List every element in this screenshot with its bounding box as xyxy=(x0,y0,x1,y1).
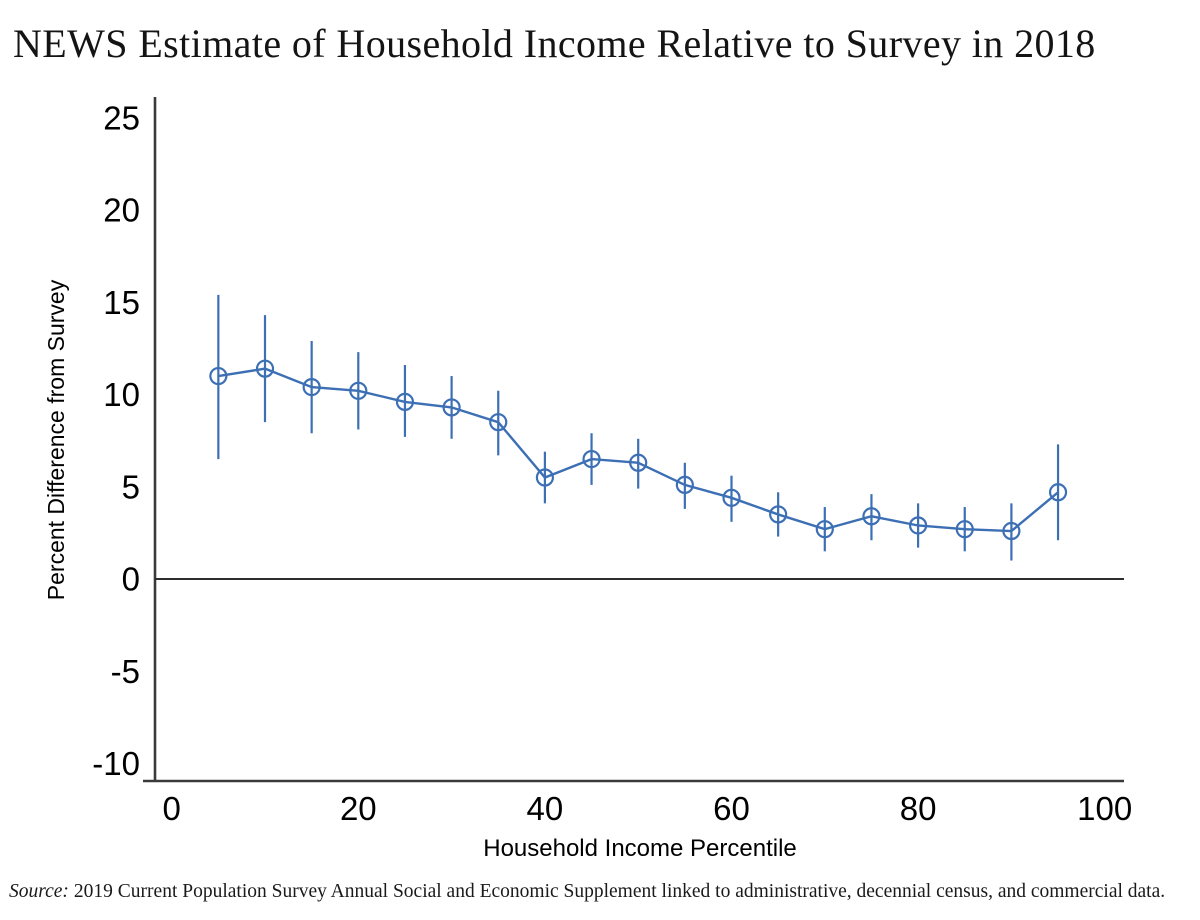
y-tick-label: 20 xyxy=(103,192,140,229)
source-text: 2019 Current Population Survey Annual So… xyxy=(73,881,1166,902)
y-tick-label: 15 xyxy=(103,284,140,321)
data-point-marker xyxy=(535,468,555,487)
y-tick-label: -5 xyxy=(111,653,140,690)
y-tick-label: 10 xyxy=(103,376,140,413)
data-point-marker xyxy=(395,392,415,411)
data-point-marker xyxy=(302,378,321,397)
data-point-marker xyxy=(769,505,788,524)
data-point-marker xyxy=(582,449,601,469)
series-line xyxy=(218,367,1059,533)
data-point-marker xyxy=(255,359,275,378)
x-tick-label: 60 xyxy=(713,790,750,827)
x-tick-label: 0 xyxy=(163,790,181,827)
data-point-marker xyxy=(489,413,508,432)
chart-title: NEWS Estimate of Household Income Relati… xyxy=(13,21,1096,66)
y-axis-title: Percent Difference from Survey xyxy=(43,279,69,600)
data-point-marker xyxy=(815,520,834,539)
y-tick-label: 5 xyxy=(122,468,140,505)
data-point-marker xyxy=(955,520,974,539)
x-axis-title: Household Income Percentile xyxy=(483,835,797,862)
x-tick-label: 80 xyxy=(900,790,937,827)
x-axis-tick-labels: 0 20 40 60 80 100 xyxy=(163,790,1133,827)
confidence-interval-bars xyxy=(217,294,1060,561)
data-point-marker xyxy=(675,475,694,495)
data-point-marker xyxy=(1048,483,1068,502)
y-axis-tick-labels: 25 20 15 10 5 0 -5 -10 xyxy=(92,99,140,782)
x-tick-label: 40 xyxy=(527,790,564,827)
data-point-marker xyxy=(629,453,648,472)
data-point-marker xyxy=(349,381,368,400)
data-point-marker xyxy=(722,488,741,507)
data-point-marker xyxy=(862,507,881,526)
data-point-markers xyxy=(209,359,1068,541)
x-tick-label: 20 xyxy=(340,790,377,827)
source-label: Source: xyxy=(9,881,69,902)
y-tick-label: 0 xyxy=(122,561,140,598)
data-point-marker xyxy=(1002,521,1021,541)
y-tick-label: -10 xyxy=(92,745,140,782)
data-point-marker xyxy=(442,398,461,417)
data-point-marker xyxy=(908,516,928,535)
y-tick-label: 25 xyxy=(103,99,140,136)
source-note: Source: 2019 Current Population Survey An… xyxy=(9,881,1194,903)
x-tick-label: 100 xyxy=(1077,790,1132,827)
data-point-marker xyxy=(209,366,228,386)
